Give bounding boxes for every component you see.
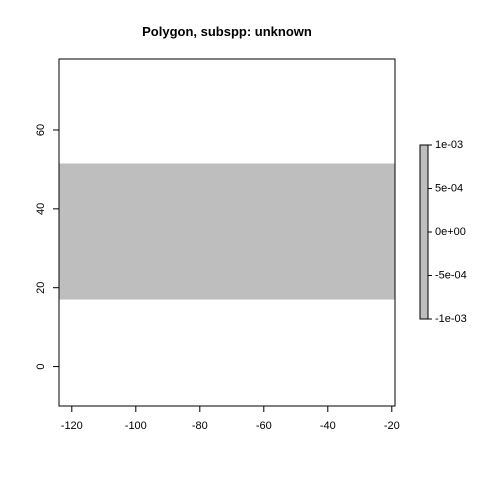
x-tick-label: -100: [125, 420, 147, 432]
x-tick-label: -40: [320, 420, 336, 432]
x-tick-label: -80: [192, 420, 208, 432]
y-tick-label: 0: [35, 364, 47, 370]
chart-title: Polygon, subspp: unknown: [142, 24, 312, 39]
x-tick-label: -20: [384, 420, 400, 432]
legend-tick-label: 1e-03: [435, 139, 463, 151]
y-tick-label: 20: [35, 282, 47, 294]
legend-tick-label: -5e-04: [435, 269, 467, 281]
x-tick-label: -120: [61, 420, 83, 432]
y-axis: 0 20 40 60: [35, 124, 60, 370]
x-axis: -120 -100 -80 -60 -40 -20: [61, 405, 400, 432]
color-legend: 1e-03 5e-04 0e+00 -5e-04 -1e-03: [419, 139, 467, 325]
polygon-region: [59, 163, 395, 300]
legend-tick-label: 5e-04: [435, 182, 463, 194]
x-tick-label: -60: [256, 420, 272, 432]
legend-color-bar: [419, 144, 429, 320]
legend-tick-label: 0e+00: [435, 226, 466, 238]
y-tick-label: 60: [35, 124, 47, 136]
legend-tick-label: -1e-03: [435, 313, 467, 325]
y-tick-label: 40: [35, 203, 47, 215]
